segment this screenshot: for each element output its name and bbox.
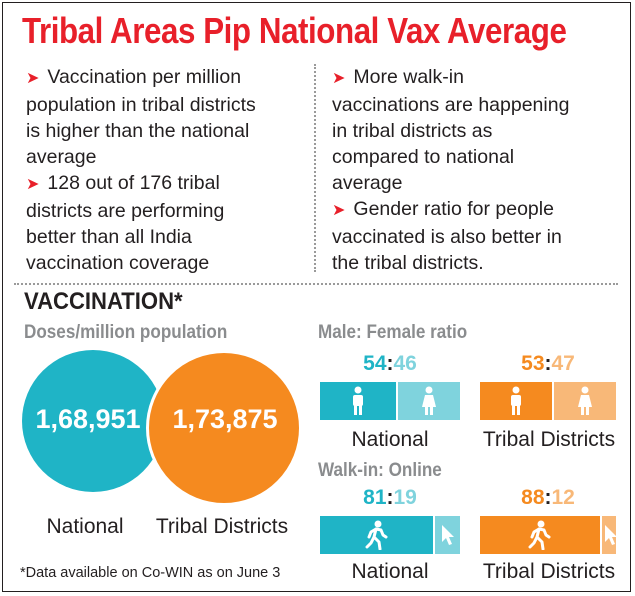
walkin-segment [320,516,433,554]
bullet-vaccination-per-million: ➤ Vaccination per million population in t… [26,66,256,168]
national-gender-label: National [351,428,429,451]
section-divider [14,283,618,285]
tribal-doses-label: Tribal Districts [155,515,289,538]
section-title: VACCINATION* [24,288,183,315]
tribal-walkin-bar [480,516,617,554]
arrow-icon: ➤ [332,70,346,87]
column-divider [314,64,316,272]
tribal-gender-label: Tribal Districts [482,428,616,451]
national-gender-bar [320,382,460,420]
tribal-doses-value: 1,73,875 [172,404,278,434]
national-walkin-ratio: 81:19 [363,486,417,509]
walking-person-icon [528,520,551,550]
male-icon [511,386,521,415]
tribal-gender-ratio: 53:47 [521,352,575,375]
arrow-icon: ➤ [26,176,40,193]
walkin-segment [480,516,600,554]
tribal-gender-bar [480,382,616,420]
female-icon [422,386,436,415]
headline: Tribal Areas Pip National Vax Average [22,10,567,51]
online-segment [602,516,617,554]
male-segment [480,382,552,420]
male-icon [353,386,363,415]
walkin-subtitle: Walk-in: Online [318,460,442,481]
arrow-icon: ➤ [26,70,40,87]
female-icon [578,386,592,415]
national-doses-circle [22,350,164,492]
walking-person-icon [365,520,387,550]
doses-subtitle: Doses/million population [24,322,228,343]
female-segment [554,382,616,420]
female-segment [398,382,460,420]
national-walkin-label: National [351,560,429,583]
online-segment [435,516,460,554]
tribal-doses-circle [146,350,302,506]
national-gender-ratio: 54:46 [363,352,417,375]
bullet-128-of-176: ➤ 128 out of 176 tribal districts are per… [26,172,225,274]
tribal-walkin-ratio: 88:12 [521,486,575,509]
tribal-walkin-label: Tribal Districts [482,560,616,583]
cursor-icon [605,525,617,545]
footnote: *Data available on Co-WIN as on June 3 [20,565,281,581]
cursor-icon [441,525,454,545]
male-segment [320,382,396,420]
gender-subtitle: Male: Female ratio [318,322,468,343]
bullet-walk-in: ➤ More walk-in vaccinations are happening… [332,66,570,194]
national-walkin-bar [320,516,460,554]
arrow-icon: ➤ [332,202,346,219]
national-doses-label: National [46,515,124,538]
national-doses-value: 1,68,951 [35,404,141,434]
bullet-gender-ratio: ➤ Gender ratio for people vaccinated is a… [332,198,562,274]
